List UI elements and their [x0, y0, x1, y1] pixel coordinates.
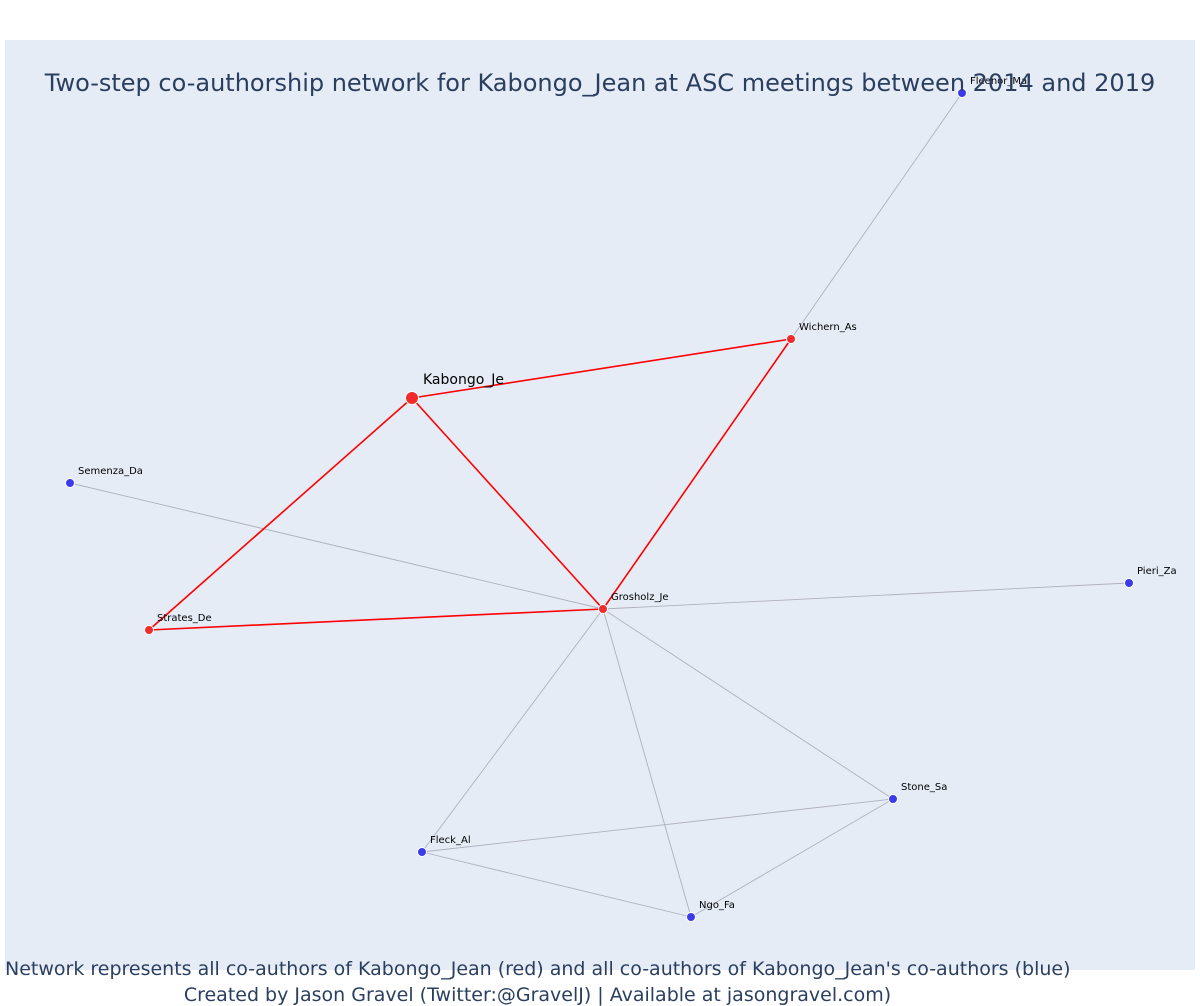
network-graph: Kabongo_Je Wichern_As Grosholz_Je Strates_D… — [65, 76, 1177, 922]
node-Ngo_Fa[interactable] — [686, 912, 696, 922]
edge-Wichern_As-Grosholz_Je — [602, 338, 792, 610]
node-Stone_Sa[interactable] — [888, 794, 898, 804]
node-label-Stone_Sa: Stone_Sa — [901, 782, 947, 793]
chart-title: Two-step co-authorship network for Kabon… — [44, 69, 1156, 97]
node-Fleenor_Ma[interactable] — [957, 88, 967, 98]
edge-Strates_De-Grosholz_Je — [148, 608, 604, 631]
edge-Grosholz_Je-Pieri_Za — [602, 582, 1130, 610]
edge-Ngo_Fa-Stone_Sa — [690, 798, 894, 918]
node-Kabongo_Je[interactable] — [405, 391, 419, 405]
node-label-Fleenor_Ma: Fleenor_Ma — [970, 76, 1027, 87]
node-Strates_De[interactable] — [144, 625, 154, 635]
edge-Grosholz_Je-Ngo_Fa — [602, 608, 692, 918]
node-label-Ngo_Fa: Ngo_Fa — [699, 900, 735, 911]
caption-line-2: Created by Jason Gravel (Twitter:@Gravel… — [183, 984, 892, 1006]
caption-line-1: Network represents all co-authors of Kab… — [5, 958, 1071, 980]
edge-Kabongo_Je-Grosholz_Je — [411, 397, 604, 610]
node-Grosholz_Je[interactable] — [598, 604, 608, 614]
node-label-Pieri_Za: Pieri_Za — [1137, 566, 1177, 577]
edge-Kabongo_Je-Strates_De — [148, 397, 413, 631]
node-Wichern_As[interactable] — [786, 334, 796, 344]
edge-Grosholz_Je-Stone_Sa — [602, 608, 894, 800]
node-Semenza_Da[interactable] — [65, 478, 75, 488]
edge-Kabongo_Je-Wichern_As — [411, 338, 792, 399]
edge-Wichern_As-Fleenor_Ma — [790, 92, 963, 340]
edge-Fleck_Al-Ngo_Fa — [421, 851, 692, 918]
plot-area: Kabongo_Je Wichern_As Grosholz_Je Strates_D… — [5, 40, 1195, 1006]
edge-Fleck_Al-Stone_Sa — [421, 798, 894, 853]
node-Fleck_Al[interactable] — [417, 847, 427, 857]
node-Pieri_Za[interactable] — [1124, 578, 1134, 588]
node-label-Fleck_Al: Fleck_Al — [430, 835, 471, 846]
node-label-Kabongo_Je: Kabongo_Je — [423, 372, 504, 388]
edge-Grosholz_Je-Fleck_Al — [421, 608, 604, 853]
node-label-Grosholz_Je: Grosholz_Je — [611, 592, 669, 603]
node-label-Strates_De: Strates_De — [157, 613, 212, 624]
node-label-Semenza_Da: Semenza_Da — [78, 466, 143, 477]
node-label-Wichern_As: Wichern_As — [799, 322, 857, 333]
edge-Semenza_Da-Grosholz_Je — [69, 482, 604, 610]
